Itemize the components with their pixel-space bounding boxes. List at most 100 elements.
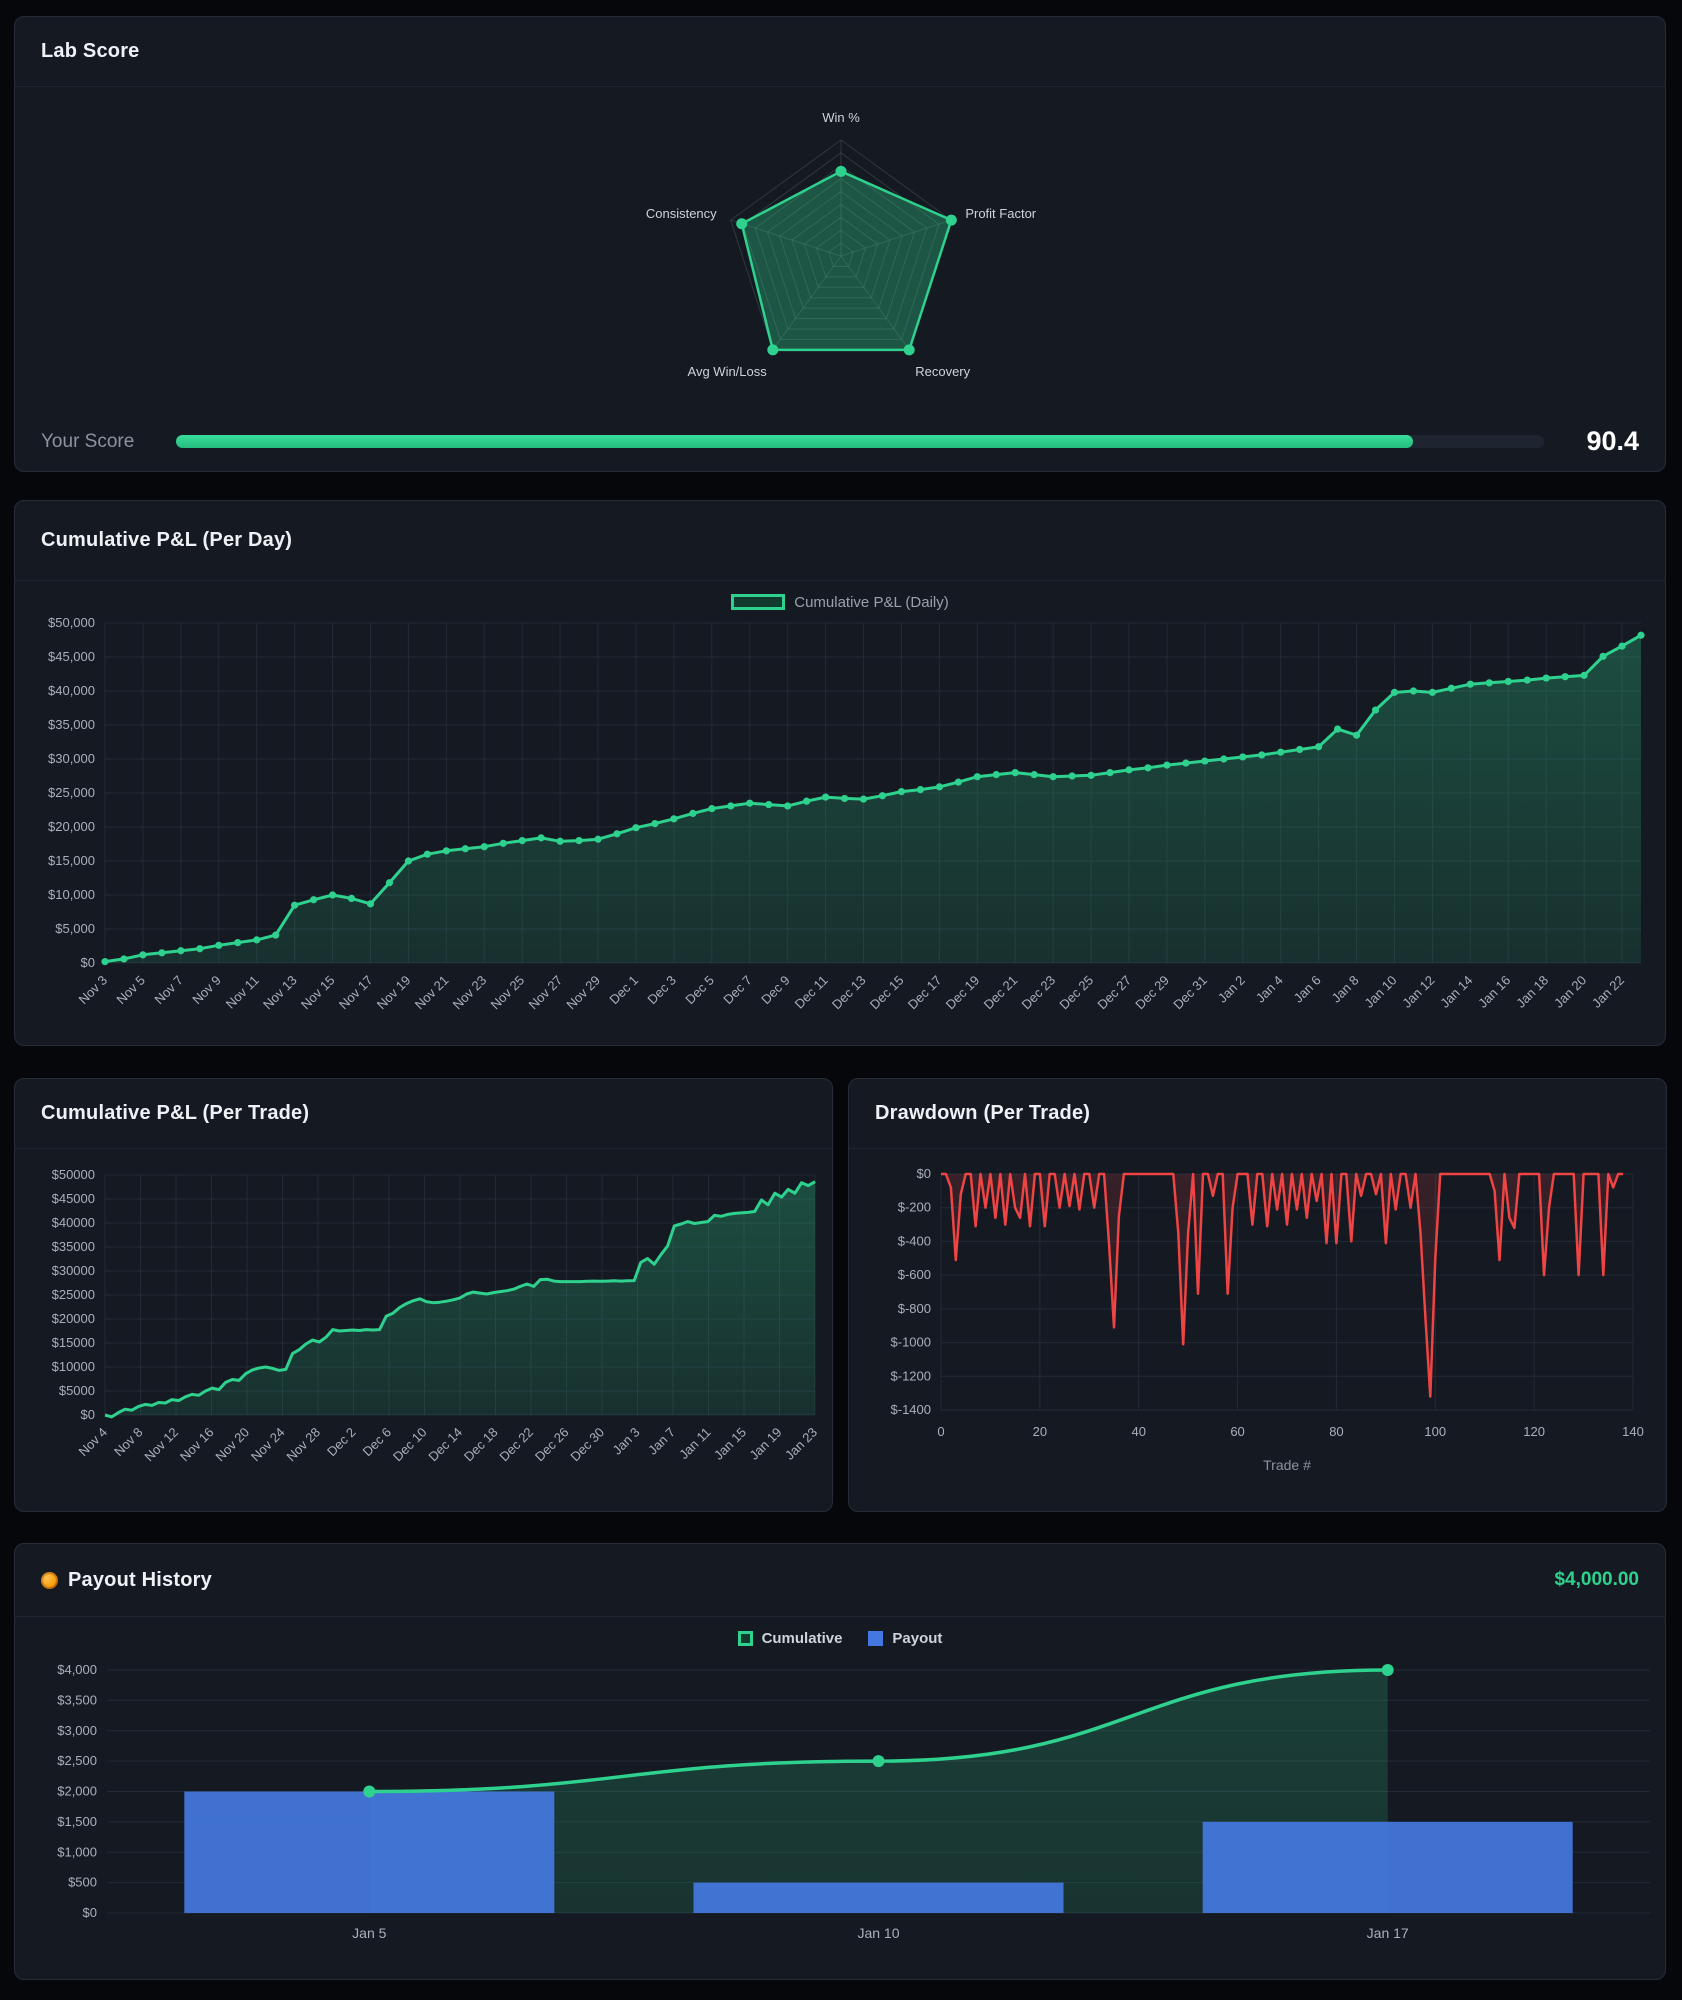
svg-text:Nov 20: Nov 20 (212, 1425, 252, 1465)
svg-text:Consistency: Consistency (646, 206, 717, 221)
svg-text:Nov 28: Nov 28 (283, 1425, 323, 1465)
legend-swatch-line-icon (731, 594, 786, 610)
svg-text:$3,000: $3,000 (57, 1723, 97, 1738)
lab-score-header: Lab Score (15, 17, 1665, 87)
svg-text:Nov 4: Nov 4 (75, 1425, 110, 1460)
score-value: 90.4 (1586, 426, 1639, 456)
svg-text:$35000: $35000 (52, 1239, 95, 1254)
svg-text:Dec 31: Dec 31 (1170, 973, 1210, 1013)
legend-label: Cumulative P&L (Daily) (794, 593, 949, 611)
svg-text:Nov 19: Nov 19 (374, 973, 414, 1013)
svg-text:$0: $0 (917, 1166, 931, 1181)
svg-text:$20,000: $20,000 (48, 819, 95, 834)
svg-text:Nov 5: Nov 5 (113, 973, 148, 1008)
pnl-per-trade-panel: Cumulative P&L (Per Trade) $0 $5000 $10000… (14, 1078, 833, 1512)
svg-text:Dec 22: Dec 22 (496, 1425, 536, 1465)
svg-text:Dec 21: Dec 21 (981, 973, 1021, 1013)
svg-text:40: 40 (1131, 1424, 1145, 1439)
score-row: Your Score 90.4 (15, 426, 1665, 457)
svg-text:$40,000: $40,000 (48, 683, 95, 698)
payout-history-title: Payout History (68, 1568, 212, 1591)
svg-text:$-400: $-400 (898, 1233, 931, 1248)
lab-score-radar-chart: Win % Profit Factor Recovery Avg Win/Loss Co… (646, 110, 1037, 379)
svg-text:$3,500: $3,500 (57, 1692, 97, 1707)
payout-history-panel: Payout History $4,000.00 Cumulative Payo… (14, 1543, 1666, 1980)
drawdown-title: Drawdown (Per Trade) (875, 1102, 1091, 1124)
legend-item-cumulative-daily[interactable]: Cumulative P&L (Daily) (731, 594, 949, 611)
svg-text:Nov 13: Nov 13 (260, 973, 300, 1013)
svg-text:Dec 15: Dec 15 (867, 973, 907, 1013)
lab-score-title: Lab Score (41, 40, 140, 62)
svg-text:20: 20 (1033, 1424, 1047, 1439)
legend-swatch-cumulative-icon (737, 1630, 753, 1646)
svg-text:Dec 7: Dec 7 (720, 973, 755, 1008)
pnl-per-day-panel: Cumulative P&L (Per Day) Cumulative P&L … (14, 500, 1666, 1046)
svg-text:Dec 10: Dec 10 (390, 1425, 430, 1465)
svg-text:Dec 29: Dec 29 (1132, 973, 1172, 1013)
svg-text:$40000: $40000 (52, 1215, 95, 1230)
legend-label-payout: Payout (892, 1629, 943, 1647)
svg-text:$15,000: $15,000 (48, 853, 95, 868)
svg-text:$-200: $-200 (898, 1200, 931, 1215)
pnl-per-trade-header: Cumulative P&L (Per Trade) (15, 1079, 832, 1149)
score-progress-fill (176, 435, 1414, 448)
svg-text:140: 140 (1622, 1424, 1644, 1439)
svg-text:$2,000: $2,000 (57, 1784, 97, 1799)
svg-text:$30,000: $30,000 (48, 751, 95, 766)
svg-text:$2,500: $2,500 (57, 1753, 97, 1768)
svg-text:$0: $0 (83, 1905, 97, 1920)
payout-chart: $0 $500 $1,000 $1,500 $2,000 $2,500 $3,000 $3,5… (57, 1662, 1650, 1941)
svg-text:Nov 27: Nov 27 (525, 973, 565, 1013)
svg-text:$50000: $50000 (52, 1167, 95, 1182)
svg-text:Jan 14: Jan 14 (1437, 973, 1475, 1011)
drawdown-panel: Drawdown (Per Trade) 0 20 40 60 80 100 120 140 $… (848, 1078, 1667, 1512)
svg-text:Jan 12: Jan 12 (1399, 973, 1437, 1011)
svg-text:Dec 23: Dec 23 (1019, 973, 1059, 1013)
svg-text:Nov 25: Nov 25 (488, 973, 528, 1013)
svg-text:Jan 16: Jan 16 (1475, 973, 1513, 1011)
pnl-per-day-chart: $0 $5,000 $10,000 $15,000 $20,000 $25,000 $30,… (48, 615, 1645, 1013)
score-label: Your Score (41, 430, 135, 452)
pnl-per-trade-chart: $0 $5000 $10000 $15000 $20000 $25000 $30000 $35… (52, 1167, 821, 1465)
svg-text:$5000: $5000 (59, 1383, 95, 1398)
coin-icon (41, 1571, 58, 1589)
svg-text:Jan 18: Jan 18 (1513, 973, 1551, 1011)
svg-text:Nov 17: Nov 17 (336, 973, 376, 1013)
svg-text:Jan 23: Jan 23 (782, 1425, 820, 1463)
pnl-per-day-title: Cumulative P&L (Per Day) (41, 529, 293, 551)
svg-text:Nov 7: Nov 7 (151, 973, 186, 1008)
svg-text:Dec 25: Dec 25 (1056, 973, 1096, 1013)
svg-text:60: 60 (1230, 1424, 1244, 1439)
svg-text:$5,000: $5,000 (55, 921, 95, 936)
svg-text:Dec 18: Dec 18 (461, 1425, 501, 1465)
drawdown-header: Drawdown (Per Trade) (849, 1079, 1666, 1149)
lab-score-panel: Lab Score Win % Profit Factor Recovery Avg … (14, 16, 1666, 472)
svg-text:Nov 15: Nov 15 (298, 973, 338, 1013)
svg-text:Trade #: Trade # (1263, 1457, 1311, 1473)
svg-text:Jan 2: Jan 2 (1215, 973, 1248, 1006)
svg-text:$1,500: $1,500 (57, 1814, 97, 1829)
legend-item-cumulative[interactable]: Cumulative (737, 1630, 842, 1647)
svg-text:$-1200: $-1200 (891, 1368, 931, 1383)
svg-text:$10000: $10000 (52, 1359, 95, 1374)
svg-text:Dec 11: Dec 11 (792, 973, 831, 1012)
svg-text:Jan 19: Jan 19 (746, 1425, 784, 1463)
svg-text:Dec 2: Dec 2 (324, 1425, 359, 1460)
svg-text:Nov 3: Nov 3 (75, 973, 110, 1008)
svg-text:Jan 10: Jan 10 (857, 1925, 899, 1941)
payout-total: $4,000.00 (1554, 1569, 1639, 1590)
svg-text:Jan 5: Jan 5 (352, 1925, 386, 1941)
svg-text:120: 120 (1523, 1424, 1545, 1439)
svg-text:Recovery: Recovery (915, 364, 970, 379)
payout-legend: Cumulative Payout (15, 1626, 1665, 1650)
svg-text:Jan 4: Jan 4 (1253, 973, 1286, 1006)
svg-text:$30000: $30000 (52, 1263, 95, 1278)
svg-text:Jan 8: Jan 8 (1329, 973, 1362, 1006)
svg-text:$25,000: $25,000 (48, 785, 95, 800)
legend-item-payout[interactable]: Payout (868, 1630, 942, 1647)
legend-swatch-payout-icon (868, 1630, 884, 1646)
svg-text:Profit Factor: Profit Factor (965, 206, 1036, 221)
svg-text:Nov 29: Nov 29 (563, 973, 603, 1013)
svg-text:$15000: $15000 (52, 1335, 95, 1350)
svg-text:Nov 9: Nov 9 (189, 973, 224, 1008)
